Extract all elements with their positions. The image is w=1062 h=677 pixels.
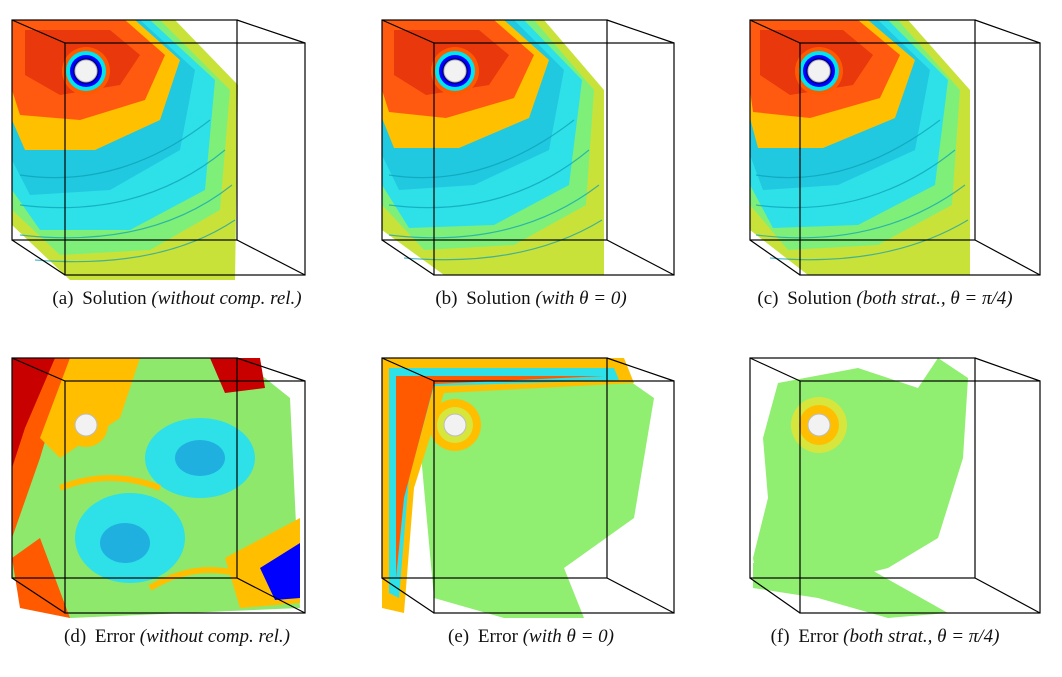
solution-ridges-c — [755, 119, 969, 261]
caption-label: Solution — [466, 288, 531, 309]
sphere-d — [74, 413, 98, 437]
caption-label: Error — [798, 626, 839, 647]
solution-ridges-b — [388, 119, 603, 261]
caption-tag: (e) — [448, 626, 470, 647]
caption-e: (e) Error (with θ = 0) — [354, 626, 708, 648]
caption-label: Error — [94, 626, 136, 647]
bounding-cube-d — [11, 357, 306, 614]
caption-tag: (a) — [52, 288, 74, 309]
caption-detail: (with θ = 0) — [522, 626, 614, 647]
singularity-rings-b — [431, 47, 479, 95]
solution-surface-a — [12, 20, 238, 280]
caption-tag: (f) — [770, 626, 790, 647]
solution-surface-c — [750, 20, 970, 275]
panel-f: (f) Error (both strat., θ = π/4) — [708, 338, 1062, 676]
caption-label: Solution — [82, 288, 147, 309]
caption-b: (b) Solution (with θ = 0) — [354, 288, 708, 310]
caption-c: (c) Solution (both strat., θ = π/4) — [708, 288, 1062, 310]
error-surface-e — [382, 358, 654, 618]
panel-b: (b) Solution (with θ = 0) — [354, 0, 708, 338]
render-b — [381, 19, 675, 276]
caption-detail: (both strat., θ = π/4) — [856, 288, 1013, 309]
bounding-cube-b — [381, 19, 675, 276]
sphere-b — [443, 59, 467, 83]
bounding-cube-e — [381, 357, 675, 614]
sphere-a — [74, 59, 98, 83]
singularity-rings-e — [429, 399, 481, 451]
singularity-rings-f — [791, 397, 847, 453]
caption-tag: (b) — [435, 288, 458, 309]
sphere-c — [807, 59, 831, 83]
singularity-rings-c — [795, 47, 843, 95]
caption-detail: (both strat., θ = π/4) — [843, 626, 1000, 647]
sphere-f — [807, 413, 831, 437]
panel-e: (e) Error (with θ = 0) — [354, 338, 708, 676]
render-e — [381, 357, 675, 618]
caption-f: (f) Error (both strat., θ = π/4) — [708, 626, 1062, 648]
bounding-cube-f — [749, 357, 1041, 614]
panel-c: (c) Solution (both strat., θ = π/4) — [708, 0, 1062, 338]
caption-a: (a) Solution (without comp. rel.) — [0, 288, 354, 310]
render-a — [11, 19, 306, 280]
render-c — [749, 19, 1041, 276]
error-surface-f — [753, 358, 968, 618]
caption-detail: (with θ = 0) — [535, 288, 627, 309]
singularity-rings-a — [62, 47, 110, 95]
bounding-cube-c — [749, 19, 1041, 276]
solution-surface-b — [382, 20, 604, 275]
caption-tag: (c) — [757, 288, 779, 309]
bounding-cube-a — [11, 19, 306, 276]
error-basins-d — [58, 418, 255, 591]
render-d — [11, 357, 306, 618]
panel-d: (d) Error (without comp. rel.) — [0, 338, 354, 676]
caption-detail: (without comp. rel.) — [139, 626, 290, 647]
render-f — [749, 357, 1041, 618]
caption-d: (d) Error (without comp. rel.) — [0, 626, 354, 648]
caption-label: Solution — [787, 288, 852, 309]
caption-label: Error — [477, 626, 518, 647]
caption-tag: (d) — [64, 626, 87, 647]
singularity-rings-d — [64, 403, 108, 447]
caption-detail: (without comp. rel.) — [151, 288, 302, 309]
sphere-e — [443, 413, 467, 437]
panel-a: (a) Solution (without comp. rel.) — [0, 0, 354, 338]
